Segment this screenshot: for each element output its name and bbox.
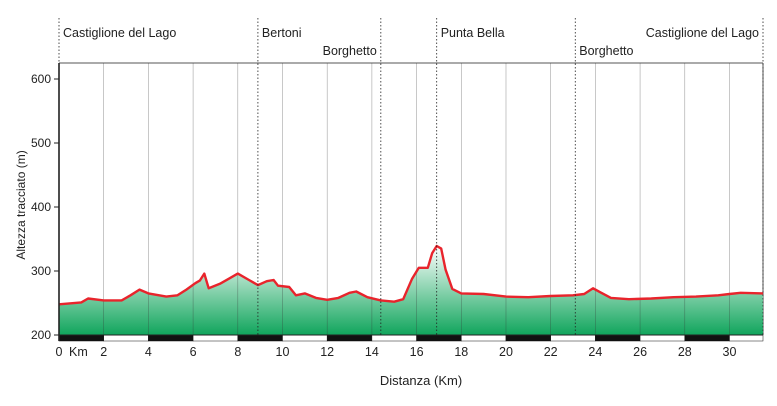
elevation-line	[58, 244, 764, 306]
x-tick-label: 26	[633, 345, 647, 359]
x-tick-label: 16	[410, 345, 424, 359]
distance-bar	[58, 334, 764, 342]
x-axis-title: Distanza (Km)	[380, 373, 462, 388]
distance-bar-segment	[326, 334, 373, 342]
distance-bar-segment	[639, 334, 686, 342]
x-unit-label: Km	[69, 345, 88, 359]
distance-bar-segment	[505, 334, 551, 342]
waypoint-label: Castiglione del Lago	[646, 26, 759, 40]
y-axis-title: Altezza tracciato (m)	[14, 150, 28, 259]
x-tick-label: 20	[499, 345, 513, 359]
distance-bar-segment	[729, 334, 764, 342]
distance-bar-segment	[461, 334, 507, 342]
x-tick-label: 24	[588, 345, 602, 359]
y-tick-label: 600	[31, 72, 51, 86]
waypoint-label: Punta Bella	[441, 26, 505, 40]
distance-bar-segment	[371, 334, 417, 342]
x-tick-label: 22	[544, 345, 558, 359]
distance-bar-segment	[416, 334, 462, 342]
x-tick-label: 14	[365, 345, 379, 359]
plot-frame	[59, 62, 764, 335]
x-tick-label: 18	[454, 345, 468, 359]
x-tick-label: 0	[56, 345, 63, 359]
waypoint-label: Bertoni	[262, 26, 302, 40]
waypoint-label: Borghetto	[323, 44, 377, 58]
distance-bar-segment	[237, 334, 283, 342]
elevation-area-fill	[59, 246, 763, 335]
x-tick-label: 12	[320, 345, 334, 359]
y-tick-label: 200	[31, 328, 51, 342]
x-tick-label: 10	[276, 345, 290, 359]
x-tick-label: 2	[100, 345, 107, 359]
distance-bar-segment	[103, 334, 149, 342]
waypoint-label: Borghetto	[579, 44, 633, 58]
elevation-line-path	[58, 244, 764, 306]
distance-bar-segment	[148, 334, 194, 342]
distance-bar-segment	[684, 334, 730, 342]
x-tick-label: 4	[145, 345, 152, 359]
y-tick-label: 500	[31, 136, 51, 150]
distance-bar-segment	[282, 334, 328, 342]
x-tick-label: 28	[678, 345, 692, 359]
x-tick-label: 8	[234, 345, 241, 359]
x-tick-label: 6	[190, 345, 197, 359]
distance-bar-segment	[58, 334, 104, 342]
distance-bar-segment	[192, 334, 239, 342]
waypoint-label: Castiglione del Lago	[63, 26, 176, 40]
distance-bar-segment	[595, 334, 641, 342]
x-tick-label: 30	[723, 345, 737, 359]
y-tick-label: 400	[31, 200, 51, 214]
distance-bar-segment	[550, 334, 596, 342]
elevation-area	[59, 246, 763, 335]
y-tick-label: 300	[31, 264, 51, 278]
